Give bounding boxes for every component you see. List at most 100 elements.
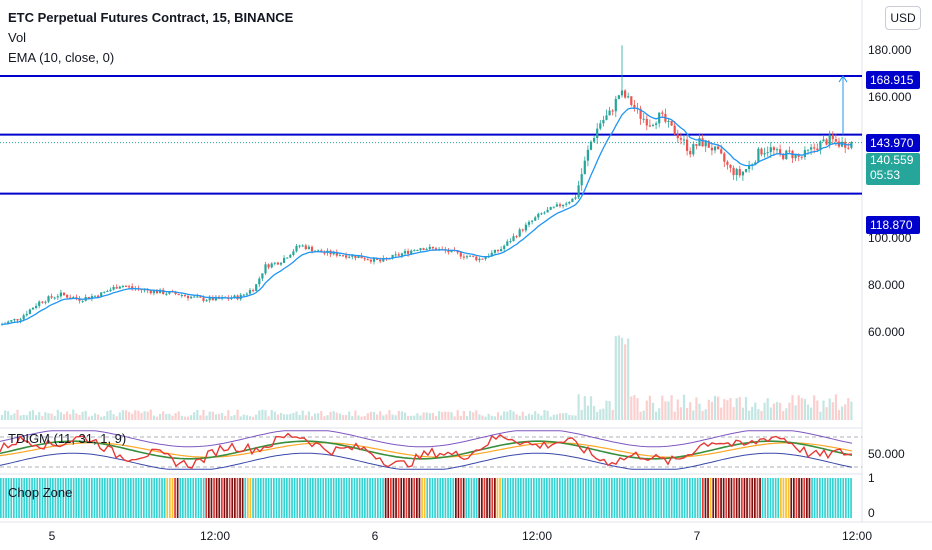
volume-bar (596, 411, 599, 420)
chop-bar (374, 478, 377, 518)
volume-bar (794, 405, 797, 420)
chop-bar (85, 478, 88, 518)
chop-bar (457, 478, 460, 518)
candle-body (394, 254, 397, 256)
volume-bar (338, 413, 341, 420)
volume-bar (227, 410, 230, 420)
volume-bar (267, 416, 270, 420)
volume-bar (245, 415, 248, 420)
volume-bar (394, 415, 397, 420)
chop-bar (483, 478, 486, 518)
volume-bar (279, 412, 283, 420)
candle-body (521, 229, 524, 231)
volume-bar (791, 395, 794, 420)
volume-bar (360, 416, 363, 420)
chop-bar (642, 478, 644, 518)
volume-bar (13, 413, 16, 420)
chop-bar (465, 478, 468, 518)
candle-body (143, 289, 146, 291)
chop-bar (496, 478, 499, 518)
volume-bar (407, 415, 410, 420)
candle-body (537, 213, 540, 218)
candle-body (25, 313, 28, 316)
chop-bar (296, 478, 299, 518)
volume-bar (822, 400, 825, 420)
chop-bar (481, 478, 483, 518)
candle-body (478, 258, 481, 261)
volume-bar (583, 396, 586, 420)
candle-body (679, 138, 682, 140)
volume-bar (527, 413, 531, 420)
candle-body (506, 241, 509, 246)
chop-zone-label[interactable]: Chop Zone (8, 485, 73, 500)
tdigm-label[interactable]: TDIGM (11, 31, 1, 9) (8, 431, 127, 446)
chop-bar (447, 478, 449, 518)
volume-bar (137, 410, 140, 420)
chop-bar (621, 478, 624, 518)
chop-bar (553, 478, 556, 518)
chop-bar (829, 478, 832, 518)
candle-body (332, 251, 335, 255)
chop-bar (132, 478, 135, 518)
volume-bar (841, 406, 844, 420)
volume-bar (512, 411, 515, 420)
volume-bar (630, 396, 633, 420)
time-tick-label: 5 (49, 529, 56, 543)
chop-bar (130, 478, 132, 518)
volume-bar (738, 397, 741, 420)
volume-bar (335, 412, 338, 420)
chop-bar (293, 478, 296, 518)
chop-bar (379, 478, 382, 518)
chop-bar (356, 478, 358, 518)
candle-body (168, 291, 171, 294)
currency-button[interactable]: USD (885, 6, 921, 30)
candle-body (69, 297, 72, 299)
candle-body (713, 146, 717, 151)
time-tick-label: 6 (372, 529, 379, 543)
chop-bar (59, 478, 62, 518)
volume-bar (205, 415, 208, 420)
chop-bar (395, 478, 397, 518)
chop-bar (67, 478, 70, 518)
chop-bar (241, 478, 244, 518)
candle-body (276, 262, 279, 265)
chop-bar (156, 478, 158, 518)
chop-bar (525, 478, 527, 518)
chop-bar (13, 478, 15, 518)
indicator-vol[interactable]: Vol (8, 30, 27, 45)
volume-bar (472, 412, 475, 420)
chop-bar (585, 478, 587, 518)
indicator-ema[interactable]: EMA (10, close, 0) (8, 50, 115, 65)
candle-body (434, 248, 438, 251)
chop-bar (798, 478, 800, 518)
candle-body (785, 150, 788, 160)
volume-bar (372, 412, 376, 420)
chop-bar (574, 478, 577, 518)
chop-bar (182, 478, 184, 518)
volume-bar (574, 415, 577, 420)
chop-bar (509, 478, 512, 518)
candle-body (100, 292, 103, 297)
chop-bar (325, 478, 327, 518)
candle-body (710, 147, 713, 151)
volume-bar (193, 412, 196, 420)
candle-body (289, 254, 292, 258)
volume-bar (599, 409, 602, 420)
chop-bar (200, 478, 202, 518)
volume-bar (379, 411, 382, 420)
volume-bar (534, 411, 537, 420)
candle-body (813, 147, 816, 149)
chop-bar (161, 478, 163, 518)
chop-bar (787, 478, 790, 518)
candle-body (431, 246, 434, 249)
chop-bar (26, 478, 28, 518)
chop-bar (616, 478, 618, 518)
chop-bar (793, 478, 795, 518)
chop-bar (223, 478, 226, 518)
last-price-value: 140.559 (870, 153, 914, 167)
candle-body (540, 213, 543, 215)
candle-body (456, 250, 459, 253)
candle-body (552, 206, 555, 208)
candle-body (338, 255, 341, 257)
candle-body (81, 300, 84, 302)
